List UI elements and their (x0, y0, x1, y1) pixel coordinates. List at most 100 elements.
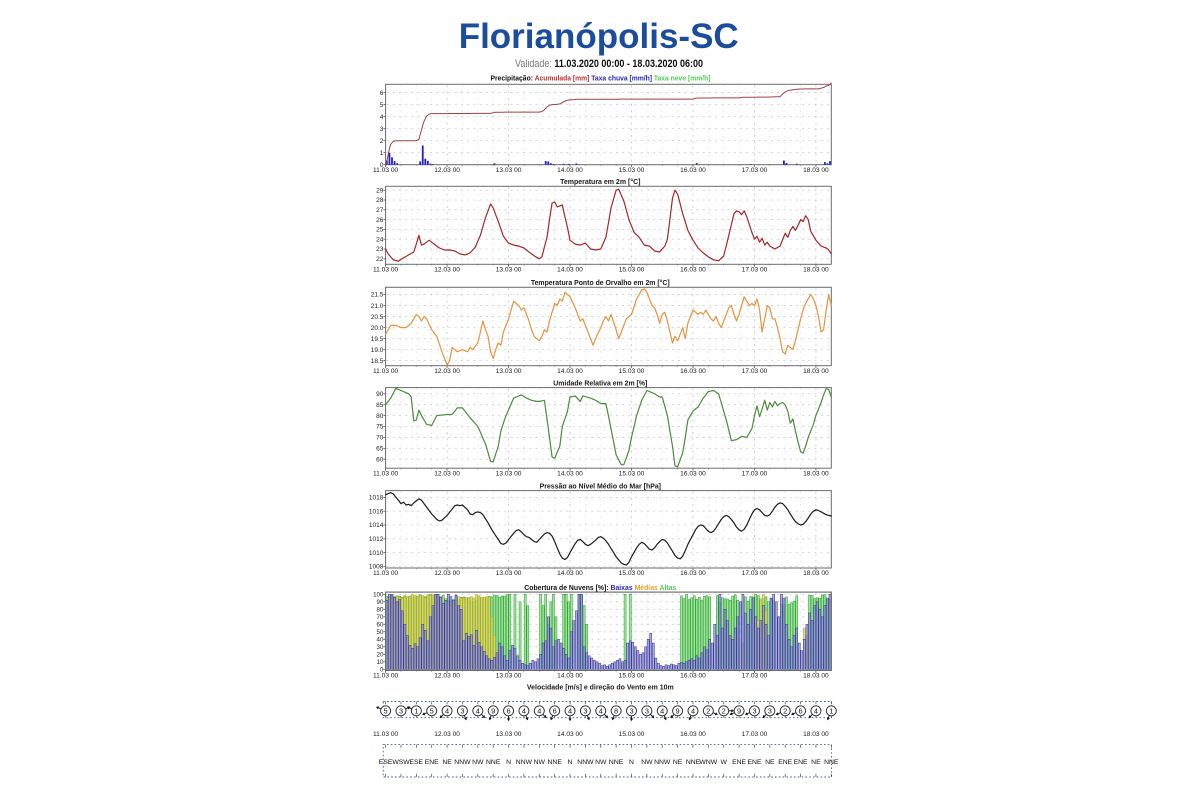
svg-text:12.03 00: 12.03 00 (434, 267, 460, 274)
svg-text:NNW: NNW (516, 759, 533, 766)
svg-text:9: 9 (491, 706, 495, 715)
svg-text:13.03 00: 13.03 00 (496, 673, 522, 680)
svg-text:NNE: NNE (548, 759, 563, 766)
svg-text:N: N (629, 759, 634, 766)
svg-text:4: 4 (568, 706, 572, 715)
svg-text:3: 3 (583, 706, 587, 715)
svg-text:70: 70 (376, 435, 384, 442)
svg-text:3: 3 (380, 126, 384, 133)
svg-text:1018: 1018 (369, 495, 384, 502)
svg-text:16.03 00: 16.03 00 (680, 570, 706, 577)
svg-text:18.03 00: 18.03 00 (803, 470, 829, 477)
svg-text:85: 85 (376, 402, 384, 409)
svg-text:65: 65 (376, 446, 384, 453)
svg-text:0: 0 (380, 667, 384, 674)
svg-text:Temperatura Ponto de Orvalho e: Temperatura Ponto de Orvalho em 2m [°C] (531, 278, 670, 287)
svg-text:NNE: NNE (686, 759, 701, 766)
svg-text:16.03 00: 16.03 00 (680, 267, 706, 274)
svg-text:4: 4 (599, 706, 603, 715)
svg-text:80: 80 (377, 607, 384, 614)
svg-text:9: 9 (737, 706, 741, 715)
svg-text:NW: NW (472, 759, 484, 766)
svg-text:22: 22 (376, 256, 384, 263)
svg-text:19.0: 19.0 (371, 347, 384, 354)
svg-text:ENE: ENE (794, 759, 808, 766)
svg-text:21.0: 21.0 (371, 303, 384, 310)
svg-text:NE: NE (673, 759, 683, 766)
svg-text:30: 30 (377, 644, 384, 651)
svg-text:13.03 00: 13.03 00 (496, 267, 522, 274)
svg-text:ENE: ENE (425, 759, 439, 766)
svg-text:NW: NW (641, 759, 653, 766)
svg-text:17.03 00: 17.03 00 (742, 470, 768, 477)
svg-text:16.03 00: 16.03 00 (680, 167, 706, 174)
svg-text:16.03 00: 16.03 00 (680, 368, 706, 375)
svg-text:11.03 00: 11.03 00 (373, 167, 399, 174)
svg-text:4: 4 (522, 706, 526, 715)
svg-text:4: 4 (691, 706, 695, 715)
svg-text:12.03 00: 12.03 00 (434, 167, 460, 174)
svg-text:4: 4 (814, 706, 818, 715)
svg-text:2: 2 (706, 706, 710, 715)
svg-text:15.03 00: 15.03 00 (619, 167, 645, 174)
svg-text:18.03 00: 18.03 00 (803, 731, 829, 738)
svg-text:1010: 1010 (369, 550, 384, 557)
svg-text:3: 3 (752, 706, 756, 715)
svg-text:40: 40 (377, 637, 384, 644)
svg-text:15.03 00: 15.03 00 (619, 731, 645, 738)
svg-text:5: 5 (380, 102, 384, 109)
svg-text:11.03 00: 11.03 00 (373, 570, 399, 577)
svg-text:17.03 00: 17.03 00 (742, 570, 768, 577)
svg-text:0: 0 (380, 162, 384, 169)
svg-text:12.03 00: 12.03 00 (434, 731, 460, 738)
svg-text:16.03 00: 16.03 00 (680, 731, 706, 738)
svg-text:NNE: NNE (486, 759, 501, 766)
svg-text:15.03 00: 15.03 00 (619, 267, 645, 274)
svg-text:1016: 1016 (369, 508, 384, 515)
svg-text:12.03 00: 12.03 00 (434, 570, 460, 577)
svg-text:18.03 00: 18.03 00 (803, 267, 829, 274)
svg-text:NW: NW (595, 759, 607, 766)
svg-text:ESE: ESE (409, 759, 423, 766)
svg-text:ESE: ESE (379, 759, 393, 766)
svg-text:NNE: NNE (609, 759, 624, 766)
svg-text:12.03 00: 12.03 00 (434, 673, 460, 680)
svg-text:17.03 00: 17.03 00 (742, 368, 768, 375)
svg-text:13.03 00: 13.03 00 (496, 470, 522, 477)
svg-text:80: 80 (376, 413, 384, 420)
svg-text:28: 28 (376, 197, 384, 204)
svg-text:11.03 00: 11.03 00 (373, 470, 399, 477)
svg-text:4: 4 (660, 706, 664, 715)
svg-text:Pressão ao Nível Médio do Mar: Pressão ao Nível Médio do Mar [hPa] (540, 481, 661, 490)
svg-text:25: 25 (376, 227, 384, 234)
svg-text:18.03 00: 18.03 00 (803, 368, 829, 375)
svg-text:WSW: WSW (392, 759, 410, 766)
svg-text:N: N (568, 759, 573, 766)
svg-text:2: 2 (722, 706, 726, 715)
svg-text:1008: 1008 (369, 564, 384, 571)
svg-text:15.03 00: 15.03 00 (619, 368, 645, 375)
svg-text:11.03 00: 11.03 00 (373, 673, 399, 680)
svg-text:19.5: 19.5 (371, 336, 384, 343)
svg-text:NW: NW (534, 759, 546, 766)
svg-text:27: 27 (376, 207, 384, 214)
svg-text:60: 60 (377, 622, 384, 629)
svg-text:14.03 00: 14.03 00 (557, 673, 583, 680)
svg-text:Umidade Relativa em 2m [%]: Umidade Relativa em 2m [%] (553, 378, 647, 387)
svg-text:15.03 00: 15.03 00 (619, 470, 645, 477)
svg-text:70: 70 (377, 614, 384, 621)
svg-text:50: 50 (377, 629, 384, 636)
svg-text:3: 3 (399, 706, 403, 715)
svg-text:1: 1 (829, 706, 833, 715)
svg-text:16.03 00: 16.03 00 (680, 470, 706, 477)
svg-text:2: 2 (783, 706, 787, 715)
svg-text:11.03 00: 11.03 00 (373, 731, 399, 738)
svg-text:24: 24 (376, 236, 384, 243)
svg-text:NNW: NNW (654, 759, 671, 766)
svg-text:20: 20 (377, 652, 384, 659)
svg-text:3: 3 (629, 706, 633, 715)
svg-text:1012: 1012 (369, 536, 384, 543)
svg-text:4: 4 (476, 706, 480, 715)
svg-text:4: 4 (380, 114, 384, 121)
svg-text:14.03 00: 14.03 00 (557, 368, 583, 375)
